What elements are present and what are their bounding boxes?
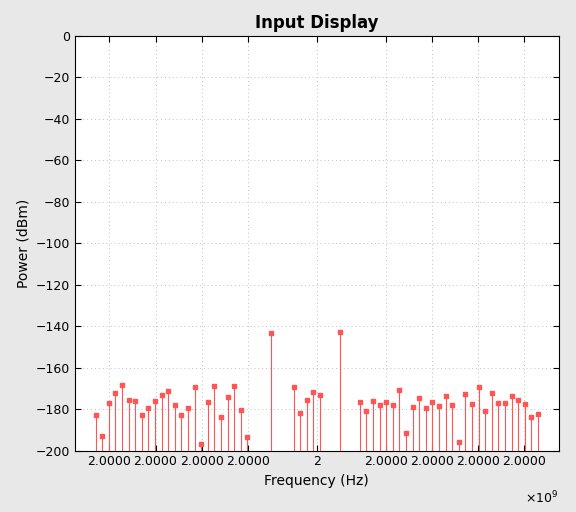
Y-axis label: Power (dBm): Power (dBm) [16, 199, 30, 288]
Text: $\times10^{9}$: $\times10^{9}$ [525, 490, 559, 506]
X-axis label: Frequency (Hz): Frequency (Hz) [264, 474, 369, 488]
Title: Input Display: Input Display [255, 13, 378, 32]
